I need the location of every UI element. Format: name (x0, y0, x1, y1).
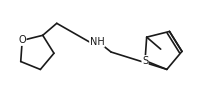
Text: NH: NH (90, 37, 104, 47)
Text: O: O (18, 35, 26, 45)
Text: S: S (142, 56, 148, 66)
